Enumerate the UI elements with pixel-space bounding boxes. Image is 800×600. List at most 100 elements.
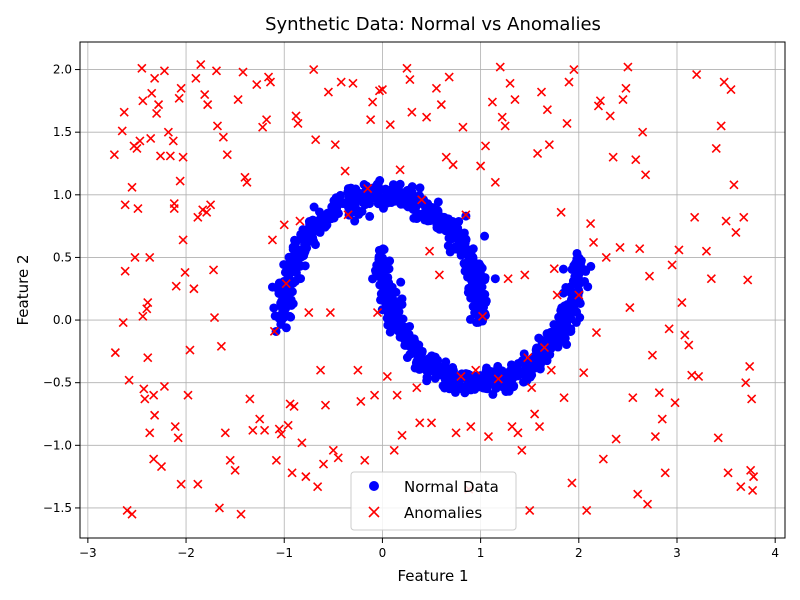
anomaly-point bbox=[500, 121, 510, 131]
anomaly-point bbox=[586, 219, 596, 229]
normal-data-point bbox=[479, 380, 489, 390]
anomaly-point bbox=[276, 429, 286, 439]
x-tick-label: 4 bbox=[771, 546, 779, 560]
anomaly-point bbox=[741, 378, 751, 388]
anomaly-point bbox=[534, 421, 545, 432]
legend-anomalies-label: Anomalies bbox=[404, 504, 482, 522]
anomaly-point bbox=[731, 227, 741, 237]
anomaly-point bbox=[173, 433, 183, 443]
anomaly-point bbox=[713, 433, 723, 443]
normal-data-point bbox=[573, 256, 583, 266]
anomaly-point bbox=[556, 207, 566, 217]
normal-data-point bbox=[452, 244, 462, 254]
anomaly-point bbox=[664, 324, 674, 334]
anomaly-point bbox=[225, 455, 235, 465]
anomaly-point bbox=[293, 118, 303, 128]
normal-data-point bbox=[517, 356, 527, 366]
anomaly-point bbox=[238, 67, 248, 77]
anomaly-point bbox=[711, 143, 721, 154]
x-tick-label: 3 bbox=[673, 546, 681, 560]
normal-data-point bbox=[475, 290, 485, 300]
normal-data-point bbox=[304, 217, 314, 227]
legend-normal-marker bbox=[369, 481, 379, 491]
anomaly-point bbox=[635, 244, 645, 254]
normal-data-point bbox=[469, 279, 479, 289]
anomaly-point bbox=[633, 489, 643, 499]
anomaly-point bbox=[313, 482, 323, 492]
x-tick-label: 2 bbox=[575, 546, 583, 560]
anomaly-point bbox=[747, 394, 757, 404]
anomaly-point bbox=[523, 353, 533, 363]
normal-data-point bbox=[300, 241, 310, 251]
normal-data-point bbox=[458, 382, 468, 392]
anomaly-point bbox=[178, 152, 188, 162]
anomaly-point bbox=[368, 97, 378, 107]
anomaly-point bbox=[736, 482, 746, 492]
anomaly-point bbox=[295, 216, 305, 226]
normal-data-point bbox=[562, 302, 572, 312]
normal-data-point bbox=[421, 365, 431, 375]
anomaly-point bbox=[490, 177, 500, 187]
anomaly-point bbox=[209, 312, 220, 323]
anomaly-point bbox=[261, 115, 272, 125]
anomaly-point bbox=[149, 454, 159, 464]
anomaly-point bbox=[132, 143, 142, 154]
anomaly-point bbox=[233, 95, 243, 105]
anomaly-point bbox=[667, 260, 677, 270]
anomaly-point bbox=[424, 246, 435, 256]
normal-data-point bbox=[469, 267, 479, 277]
anomaly-point bbox=[412, 383, 422, 393]
normal-data-point bbox=[276, 317, 286, 327]
anomaly-point bbox=[466, 421, 476, 432]
anomaly-point bbox=[340, 166, 350, 176]
normal-data-point bbox=[397, 294, 407, 304]
normal-data-point bbox=[374, 245, 384, 255]
normal-data-point bbox=[269, 303, 279, 313]
anomaly-point bbox=[242, 177, 252, 187]
anomaly-point bbox=[356, 396, 366, 407]
y-tick-label: 2.0 bbox=[53, 63, 72, 77]
anomaly-point bbox=[297, 438, 307, 448]
anomaly-point bbox=[208, 265, 219, 275]
anomaly-point bbox=[749, 472, 759, 482]
x-tick-label: 0 bbox=[379, 546, 387, 560]
anomaly-point bbox=[202, 207, 212, 217]
plot-frame bbox=[79, 41, 786, 539]
anomaly-point bbox=[133, 204, 143, 214]
anomaly-point bbox=[118, 317, 128, 328]
normal-data-point bbox=[493, 361, 503, 371]
normal-data-point bbox=[474, 259, 484, 269]
x-tick-label: −3 bbox=[79, 546, 97, 560]
anomaly-point bbox=[456, 371, 466, 381]
normal-data-point bbox=[532, 343, 542, 353]
anomaly-point bbox=[436, 100, 446, 110]
anomaly-point bbox=[146, 133, 156, 144]
anomaly-point bbox=[109, 150, 119, 160]
anomaly-point bbox=[178, 235, 188, 245]
anomaly-point bbox=[417, 195, 427, 205]
normal-data-point bbox=[309, 202, 319, 212]
anomaly-point bbox=[145, 428, 155, 438]
anomaly-point bbox=[328, 445, 338, 455]
anomaly-point bbox=[670, 398, 680, 408]
anomaly-point bbox=[476, 161, 486, 171]
anomaly-point bbox=[176, 479, 186, 489]
normal-data-point bbox=[433, 197, 443, 207]
anomaly-point bbox=[569, 64, 579, 75]
anomaly-point bbox=[211, 66, 222, 76]
normal-data-point bbox=[376, 266, 386, 276]
anomaly-point bbox=[171, 281, 181, 291]
anomaly-point bbox=[539, 343, 550, 353]
anomaly-point bbox=[395, 165, 405, 175]
anomaly-point bbox=[461, 210, 471, 220]
anomaly-point bbox=[650, 431, 660, 442]
anomaly-point bbox=[615, 242, 625, 252]
normal-data-point bbox=[403, 185, 413, 195]
normal-data-point bbox=[506, 381, 516, 391]
anomaly-point bbox=[325, 307, 335, 318]
anomaly-point bbox=[169, 204, 179, 214]
normal-data-point bbox=[415, 349, 425, 359]
anomaly-point bbox=[196, 59, 206, 70]
anomaly-point bbox=[546, 365, 556, 375]
anomaly-point bbox=[353, 365, 363, 375]
